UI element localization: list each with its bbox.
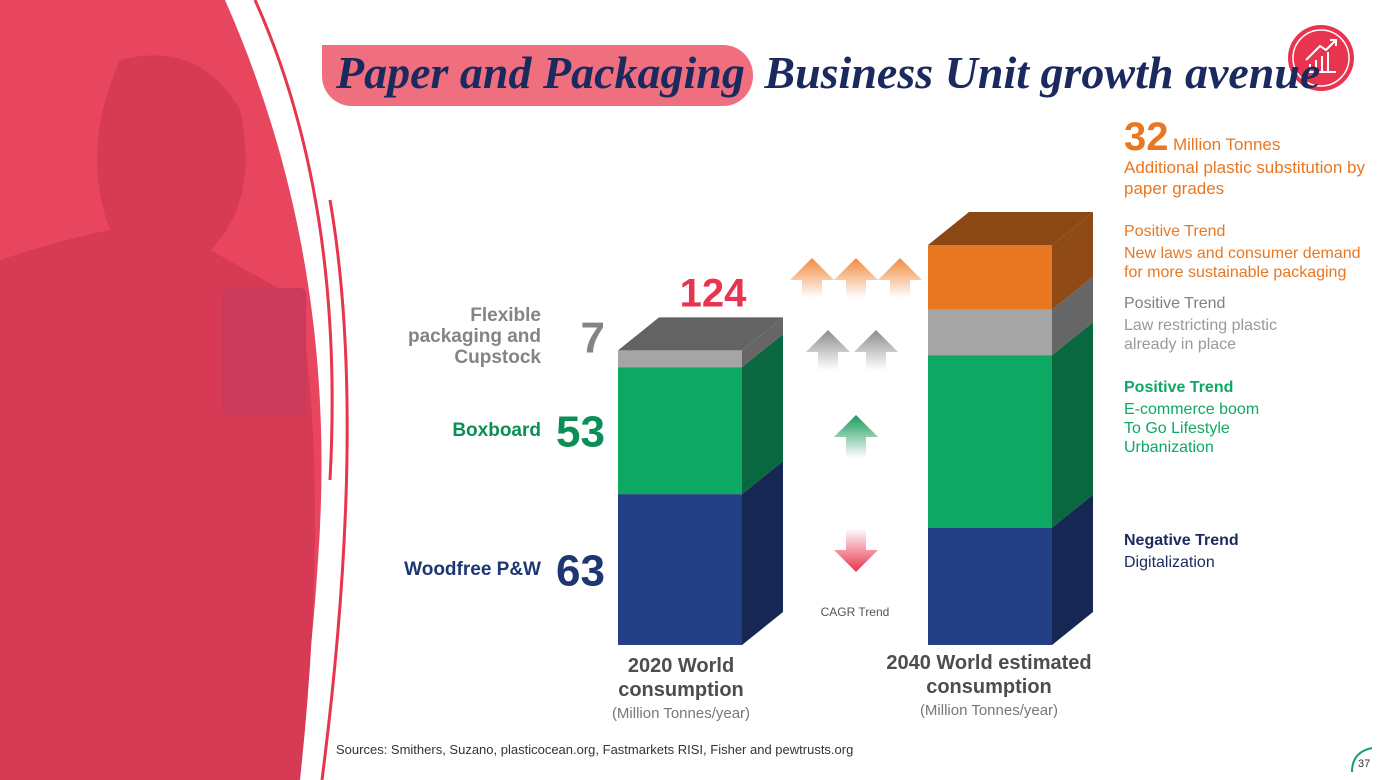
category-unit: (Million Tonnes/year) [919,702,1059,719]
category-text: 2020 World consumption [618,655,744,701]
trend-title: Negative Trend [1124,532,1239,549]
bar-segment [618,367,742,495]
trend-text: New laws and consumer demand for more su… [1124,245,1361,281]
value-label: 53 [556,408,605,457]
title-rest: Business Unit growth avenue [764,47,1321,98]
bar-side [742,334,783,495]
icon-ring [1292,29,1350,87]
trend-text: Digitalization [1124,554,1215,571]
page-number: 37 [1358,758,1371,770]
page-arc [1351,747,1373,773]
bar-top [928,212,1093,245]
bar-side [1052,322,1093,528]
bar-side [742,461,783,645]
category-unit: (Million Tonnes/year) [611,705,751,722]
bar-segment [618,350,742,368]
category-label: 2020 World consumption (Million Tonnes/ye… [586,654,776,726]
bar-segment [928,355,1052,528]
trend-title: Positive Trend [1124,223,1226,240]
trend: Positive Trend New laws and consumer dem… [1124,222,1374,282]
trend-text-line: E-commerce boom [1124,401,1260,418]
trend-label: CAGR Trend [821,605,890,619]
value-label: 7 [581,313,605,362]
trend-arrows [790,258,922,572]
person-silhouette [0,55,315,780]
value-label: 63 [556,547,605,596]
trend-title: Positive Trend [1124,379,1234,396]
highlight-text: Additional plastic substitution by paper… [1124,158,1365,198]
title: Paper and Packaging Business Unit growth… [322,45,1321,106]
bar-top [618,317,783,351]
series-name: Flexible packaging and Cupstock [407,304,541,368]
bar-side [1052,494,1093,645]
bar-segment [618,494,742,645]
title-highlight: Paper and Packaging [322,45,753,106]
highlight-value: 32 [1124,115,1169,159]
trend: Positive Trend Law restricting plastic a… [1124,294,1374,354]
bar-side [1052,276,1093,356]
trend-text: Law restricting plastic already in place [1124,317,1277,353]
bar-segment [928,527,1052,645]
series-name: Boxboard [452,420,541,442]
icon-chart [1305,39,1337,73]
trend-text-line: Urbanization [1124,439,1214,456]
series-name: Woodfree P&W [404,559,541,581]
trend-text-line: To Go Lifestyle [1124,420,1230,437]
category-text: 2040 World estimated consumption [886,652,1092,698]
bar-side [742,317,783,368]
trend-title: Positive Trend [1124,295,1226,312]
category-label: 2040 World estimated consumption (Million… [866,651,1112,723]
cup [222,288,306,416]
highlight: 32 Million Tonnes Additional plastic sub… [1124,117,1374,199]
total-label: 124 [680,271,747,315]
curve [320,199,349,780]
trend: Positive Trend E-commerce boom To Go Lif… [1124,378,1374,457]
sources: Sources: Smithers, Suzano, plasticocean.… [336,742,854,757]
curve [253,0,334,481]
bar-segment [928,245,1052,310]
bar-segment [928,309,1052,356]
trend: Negative Trend Digitalization [1124,531,1374,572]
highlight-unit: Million Tonnes [1172,135,1281,154]
bar-side [1052,212,1093,310]
